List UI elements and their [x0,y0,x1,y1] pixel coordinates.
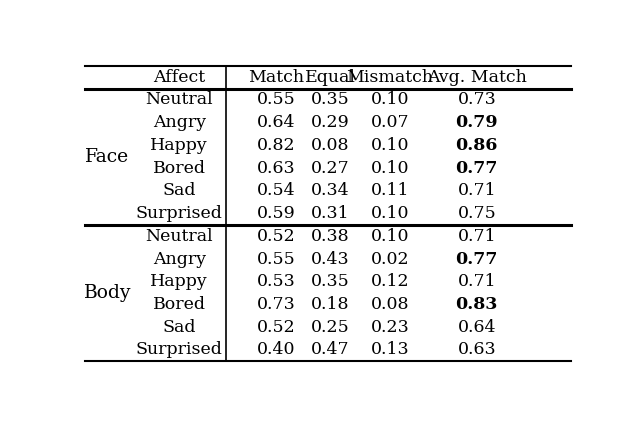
Text: 0.64: 0.64 [257,114,295,131]
Text: 0.77: 0.77 [456,250,498,268]
Text: Neutral: Neutral [145,228,213,245]
Text: 0.59: 0.59 [257,205,295,222]
Text: 0.40: 0.40 [257,342,295,359]
Text: 0.10: 0.10 [371,160,409,177]
Text: Angry: Angry [152,250,206,268]
Text: 0.34: 0.34 [311,182,350,199]
Text: 0.79: 0.79 [456,114,498,131]
Text: 0.55: 0.55 [257,250,295,268]
Text: Face: Face [85,148,129,166]
Text: 0.02: 0.02 [371,250,410,268]
Text: 0.38: 0.38 [311,228,350,245]
Text: 0.35: 0.35 [311,92,350,108]
Text: 0.53: 0.53 [257,273,295,290]
Text: Sad: Sad [163,182,196,199]
Text: 0.47: 0.47 [311,342,350,359]
Text: 0.43: 0.43 [311,250,350,268]
Text: Happy: Happy [150,273,208,290]
Text: Bored: Bored [153,160,205,177]
Text: 0.31: 0.31 [311,205,350,222]
Text: 0.11: 0.11 [371,182,409,199]
Text: 0.71: 0.71 [458,273,496,290]
Text: 0.52: 0.52 [257,228,295,245]
Text: 0.13: 0.13 [371,342,410,359]
Text: 0.10: 0.10 [371,205,409,222]
Text: 0.10: 0.10 [371,228,409,245]
Text: Mismatch: Mismatch [346,69,433,86]
Text: 0.10: 0.10 [371,92,409,108]
Text: 0.07: 0.07 [371,114,410,131]
Text: 0.82: 0.82 [257,137,295,154]
Text: 0.73: 0.73 [257,296,295,313]
Text: Angry: Angry [152,114,206,131]
Text: 0.10: 0.10 [371,137,409,154]
Text: 0.25: 0.25 [311,319,350,336]
Text: 0.08: 0.08 [371,296,409,313]
Text: 0.23: 0.23 [371,319,410,336]
Text: 0.29: 0.29 [311,114,350,131]
Text: 0.55: 0.55 [257,92,295,108]
Text: 0.27: 0.27 [311,160,350,177]
Text: Match: Match [248,69,304,86]
Text: 0.75: 0.75 [458,205,496,222]
Text: Affect: Affect [153,69,205,86]
Text: Equal: Equal [305,69,356,86]
Text: Surprised: Surprised [136,342,223,359]
Text: Avg. Match: Avg. Match [427,69,527,86]
Text: 0.52: 0.52 [257,319,295,336]
Text: 0.64: 0.64 [458,319,496,336]
Text: 0.83: 0.83 [456,296,498,313]
Text: 0.12: 0.12 [371,273,410,290]
Text: Bored: Bored [153,296,205,313]
Text: 0.86: 0.86 [456,137,498,154]
Text: 0.71: 0.71 [458,228,496,245]
Text: 0.08: 0.08 [311,137,349,154]
Text: 0.18: 0.18 [311,296,349,313]
Text: 0.77: 0.77 [456,160,498,177]
Text: Happy: Happy [150,137,208,154]
Text: 0.73: 0.73 [458,92,496,108]
Text: Surprised: Surprised [136,205,223,222]
Text: Neutral: Neutral [145,92,213,108]
Text: Body: Body [84,284,131,302]
Text: 0.35: 0.35 [311,273,350,290]
Text: 0.71: 0.71 [458,182,496,199]
Text: 0.63: 0.63 [257,160,295,177]
Text: Sad: Sad [163,319,196,336]
Text: 0.54: 0.54 [257,182,295,199]
Text: 0.63: 0.63 [458,342,496,359]
